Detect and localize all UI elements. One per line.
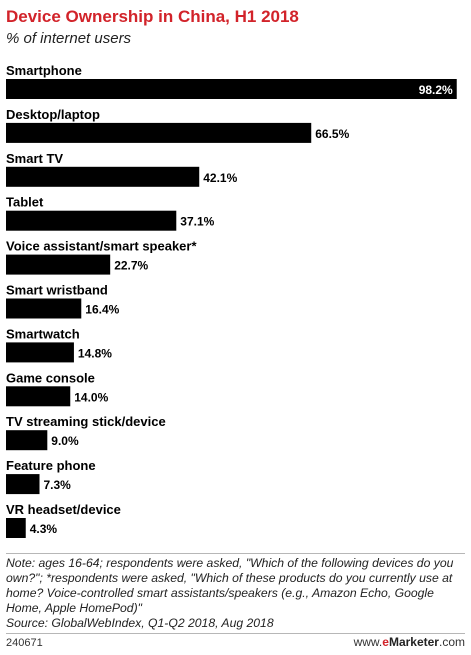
category-label-feature-phone: Feature phone [6, 458, 96, 473]
chart-title: Device Ownership in China, H1 2018 [6, 7, 299, 26]
bar-chart: Smartphone 98.2% Desktop/laptop 66.5% Smart … [6, 63, 457, 538]
emarketer-logo: www.eMarketer.com [354, 635, 465, 649]
category-label-smartphone: Smartphone [6, 63, 82, 78]
value-label-vr-headset-device: 4.3% [30, 522, 58, 536]
value-label-tv-streaming-stick-device: 9.0% [51, 434, 79, 448]
category-label-voice-assistant-smart-speaker: Voice assistant/smart speaker* [6, 239, 197, 254]
value-label-smartwatch: 14.8% [78, 346, 112, 360]
category-label-game-console: Game console [6, 370, 95, 385]
category-label-desktop-laptop: Desktop/laptop [6, 107, 100, 122]
bar-smart-tv [6, 166, 200, 187]
value-label-tablet: 37.1% [180, 215, 214, 229]
value-label-feature-phone: 7.3% [44, 478, 72, 492]
category-label-tablet: Tablet [6, 195, 44, 210]
chart-subtitle: % of internet users [6, 30, 132, 47]
value-label-smartphone: 98.2% [419, 83, 453, 97]
bar-smartwatch [6, 342, 74, 363]
bar-desktop-laptop [6, 122, 312, 143]
value-label-game-console: 14.0% [74, 390, 108, 404]
category-label-vr-headset-device: VR headset/device [6, 502, 121, 517]
chart-code: 240671 [6, 637, 43, 649]
brand-suffix: .com [438, 635, 465, 649]
note-text: Note: ages 16-64; respondents were asked… [6, 556, 454, 615]
bar-smartphone [6, 79, 457, 99]
bar-vr-headset-device [6, 518, 26, 538]
bar-feature-phone [6, 474, 40, 495]
category-label-smart-tv: Smart TV [6, 151, 63, 166]
bar-tablet [6, 210, 177, 231]
value-label-smart-tv: 42.1% [203, 171, 237, 185]
category-label-tv-streaming-stick-device: TV streaming stick/device [6, 414, 166, 429]
value-label-voice-assistant-smart-speaker: 22.7% [114, 259, 148, 273]
brand-name: Marketer [388, 635, 439, 649]
source-text: Source: GlobalWebIndex, Q1-Q2 2018, Aug … [6, 616, 274, 630]
value-label-desktop-laptop: 66.5% [315, 127, 349, 141]
category-label-smartwatch: Smartwatch [6, 326, 80, 341]
footer-note: Note: ages 16-64; respondents were asked… [6, 556, 468, 631]
footer-divider-bottom [6, 633, 465, 634]
brand-e: e [382, 635, 389, 649]
bar-game-console [6, 386, 71, 407]
brand-prefix: www. [353, 635, 383, 649]
bar-smart-wristband [6, 298, 82, 319]
bar-tv-streaming-stick-device [6, 430, 48, 451]
footer-divider-top [6, 553, 465, 554]
category-label-smart-wristband: Smart wristband [6, 283, 108, 298]
value-label-smart-wristband: 16.4% [85, 303, 119, 317]
bar-voice-assistant-smart-speaker [6, 254, 111, 275]
